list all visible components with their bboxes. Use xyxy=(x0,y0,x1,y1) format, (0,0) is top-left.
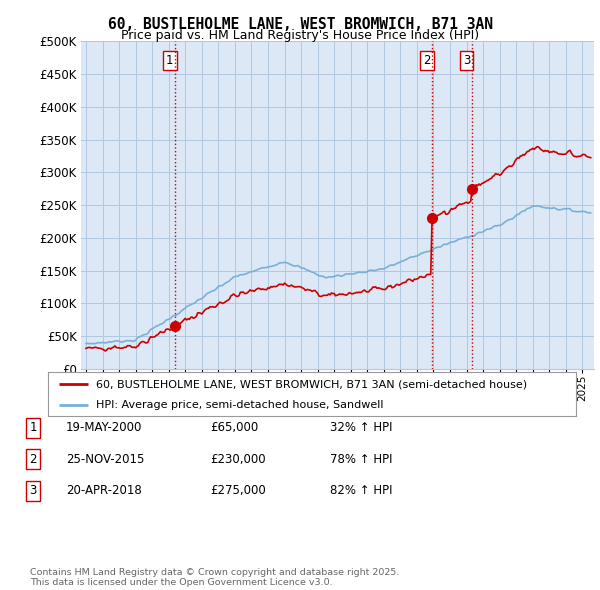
Text: £275,000: £275,000 xyxy=(210,484,266,497)
Text: 25-NOV-2015: 25-NOV-2015 xyxy=(66,453,145,466)
Text: £65,000: £65,000 xyxy=(210,421,258,434)
Text: HPI: Average price, semi-detached house, Sandwell: HPI: Average price, semi-detached house,… xyxy=(95,400,383,410)
Text: 1: 1 xyxy=(166,54,173,67)
Text: 19-MAY-2000: 19-MAY-2000 xyxy=(66,421,142,434)
Text: 78% ↑ HPI: 78% ↑ HPI xyxy=(330,453,392,466)
Text: Price paid vs. HM Land Registry's House Price Index (HPI): Price paid vs. HM Land Registry's House … xyxy=(121,30,479,42)
Text: £230,000: £230,000 xyxy=(210,453,266,466)
Text: 1: 1 xyxy=(29,421,37,434)
Text: 82% ↑ HPI: 82% ↑ HPI xyxy=(330,484,392,497)
Text: 32% ↑ HPI: 32% ↑ HPI xyxy=(330,421,392,434)
Text: 20-APR-2018: 20-APR-2018 xyxy=(66,484,142,497)
Text: 2: 2 xyxy=(29,453,37,466)
Text: Contains HM Land Registry data © Crown copyright and database right 2025.
This d: Contains HM Land Registry data © Crown c… xyxy=(30,568,400,587)
Text: 2: 2 xyxy=(423,54,431,67)
Text: 3: 3 xyxy=(463,54,470,67)
Text: 60, BUSTLEHOLME LANE, WEST BROMWICH, B71 3AN: 60, BUSTLEHOLME LANE, WEST BROMWICH, B71… xyxy=(107,17,493,31)
Text: 3: 3 xyxy=(29,484,37,497)
Text: 60, BUSTLEHOLME LANE, WEST BROMWICH, B71 3AN (semi-detached house): 60, BUSTLEHOLME LANE, WEST BROMWICH, B71… xyxy=(95,379,527,389)
